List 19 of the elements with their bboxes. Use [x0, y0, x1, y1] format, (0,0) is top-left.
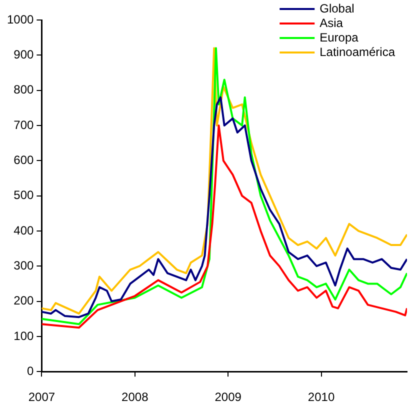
y-tick-label: 400 [14, 223, 34, 238]
y-tick-label: 200 [14, 294, 34, 308]
x-tick-label: 2007 [28, 390, 56, 404]
y-tick-label: 500 [14, 188, 34, 202]
legend-label: Europa [320, 30, 359, 44]
x-tick-label: 2008 [122, 390, 149, 404]
y-tick-label: 600 [14, 152, 34, 167]
x-tick-label: 2009 [214, 390, 242, 404]
y-tick-label: 1000 [6, 12, 34, 26]
y-tick-label: 800 [14, 82, 34, 97]
x-tick-label: 2010 [308, 390, 335, 404]
y-tick-label: 900 [14, 47, 34, 62]
legend-label: Asia [320, 16, 344, 30]
legend-label: Global [320, 1, 354, 16]
y-tick-label: 300 [14, 258, 34, 272]
y-tick-label: 100 [14, 328, 34, 343]
legend-label: Latinoamérica [320, 44, 396, 59]
y-tick-label: 700 [14, 118, 34, 132]
y-tick-label: 0 [27, 364, 34, 378]
